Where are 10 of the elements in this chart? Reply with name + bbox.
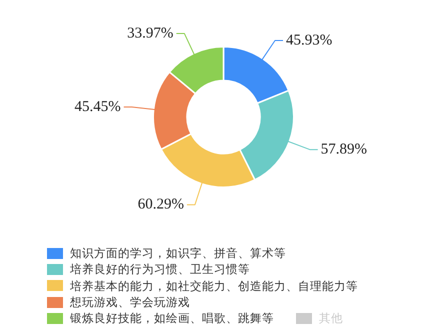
data-label: 45.45%	[74, 98, 121, 115]
data-label: 33.97%	[127, 25, 174, 42]
legend-label: 培养基本的能力，如社交能力、创造能力、自理能力等	[70, 278, 358, 293]
legend-label: 培养良好的行为习惯、卫生习惯等	[70, 262, 250, 277]
data-label: 60.29%	[138, 196, 184, 213]
data-label: 45.93%	[286, 32, 332, 48]
legend-label: 想玩游戏、学会玩游戏	[70, 294, 190, 310]
legend-label: 知识方面的学习，如识字、拼音、算术等	[70, 246, 286, 260]
legend-label: 锻炼良好技能，如绘画、唱歌、跳舞等	[70, 311, 274, 326]
data-label: 57.89%	[320, 142, 368, 158]
